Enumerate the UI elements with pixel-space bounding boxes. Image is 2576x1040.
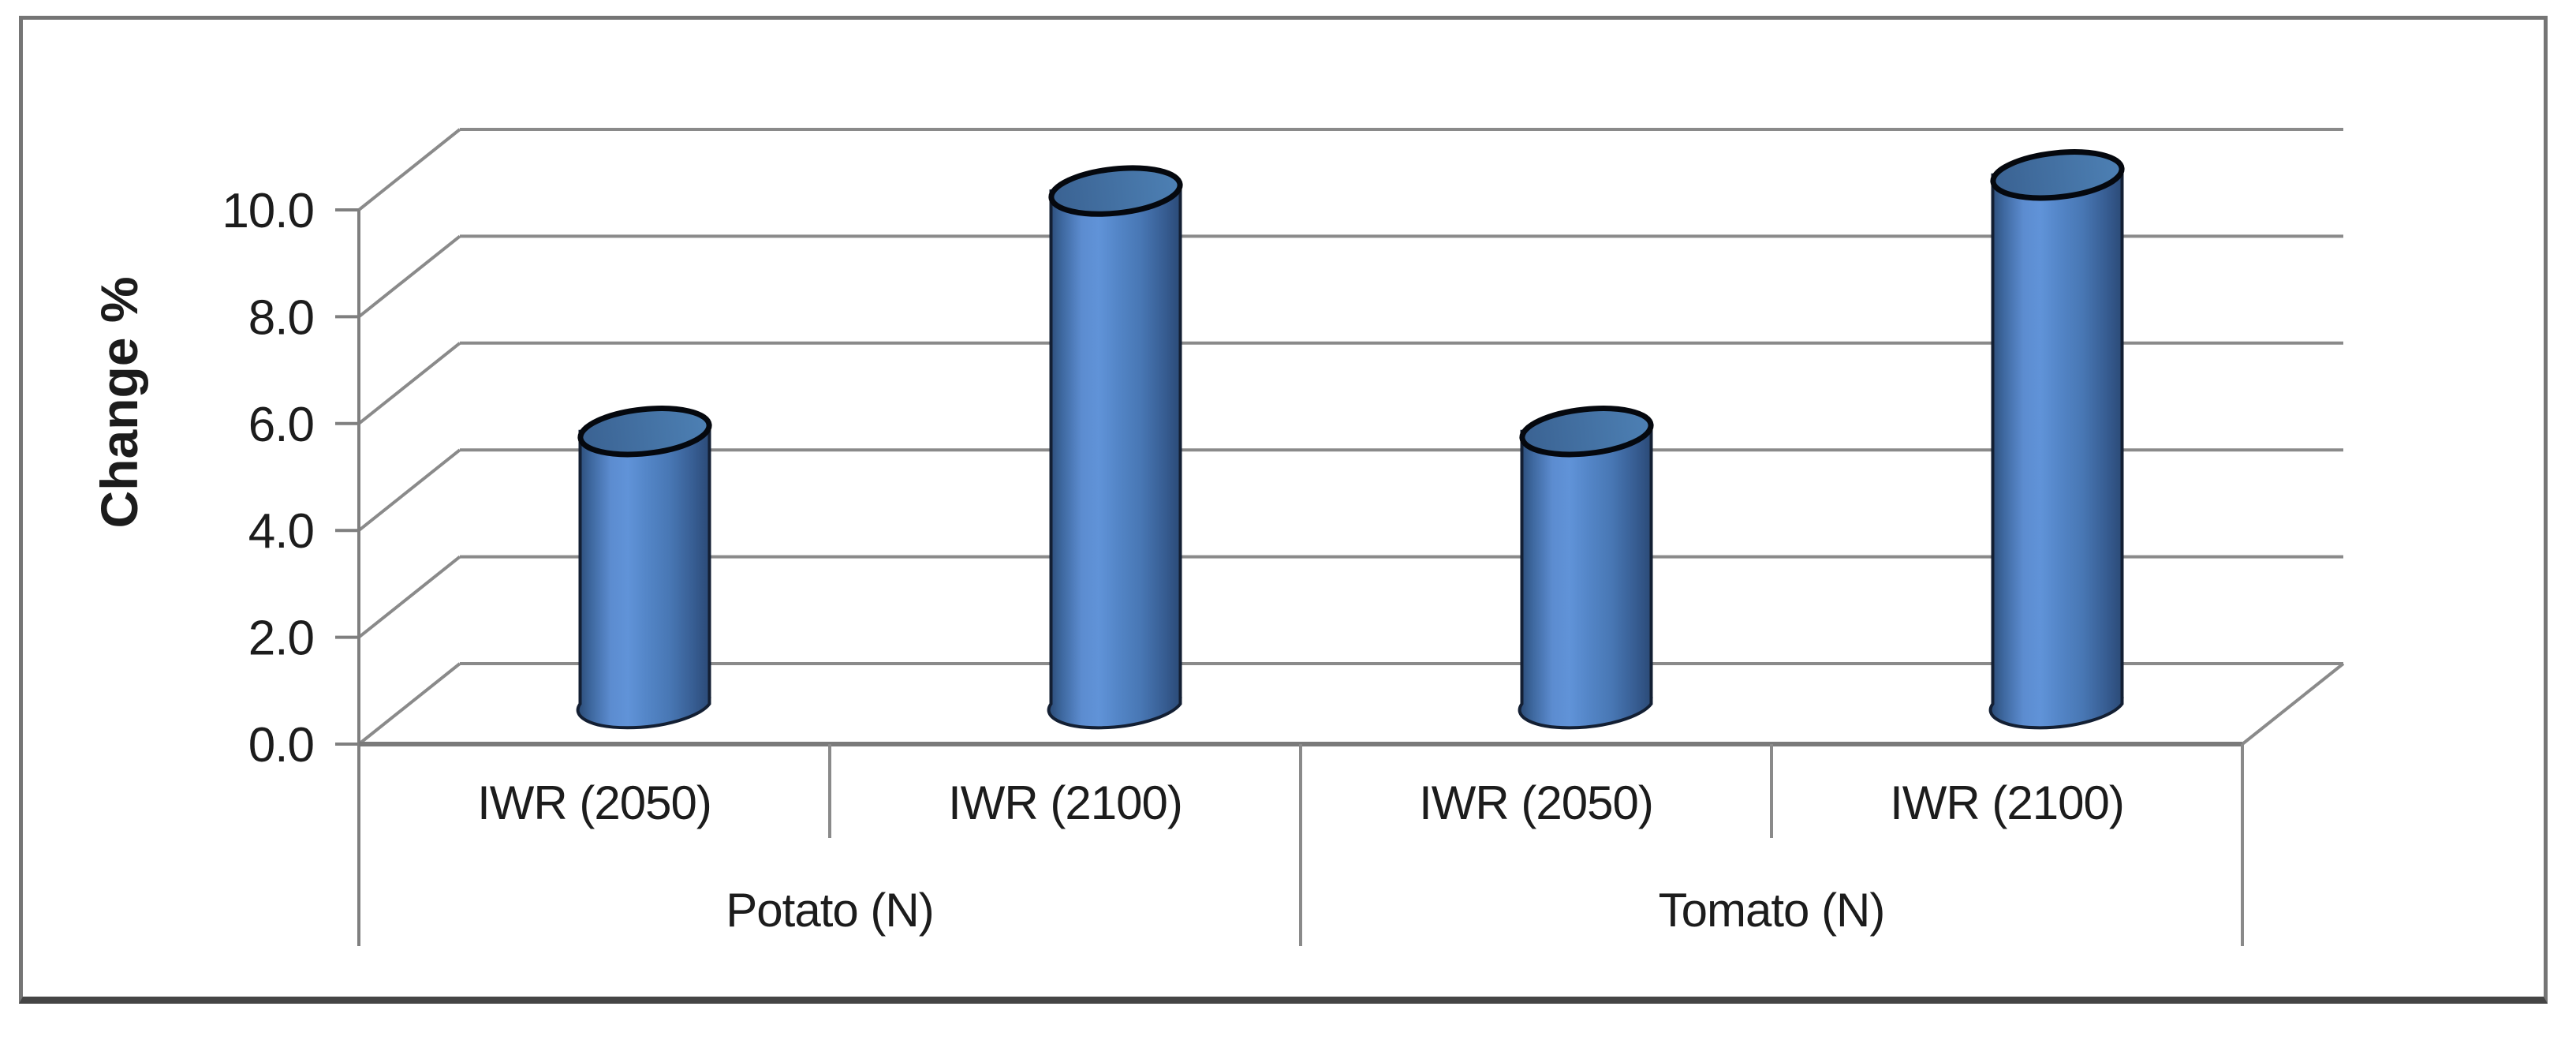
cylinder-bar — [1518, 429, 1653, 730]
wall-gridline-diagonal — [357, 556, 461, 639]
y-tick-label: 6.0 — [248, 398, 314, 452]
y-tick-label: 10.0 — [222, 184, 314, 238]
group-label: Tomato (N) — [1659, 884, 1885, 937]
category-label: IWR (2050) — [1419, 776, 1653, 829]
category-label: IWR (2100) — [1890, 776, 2124, 829]
wall-gridline-diagonal — [357, 448, 461, 532]
cylinder-top — [577, 406, 712, 458]
y-tick-label: 2.0 — [248, 612, 314, 666]
cylinder-bar — [1988, 173, 2124, 730]
cylinder-top — [1990, 149, 2125, 201]
wall-gridline-diagonal — [357, 662, 461, 746]
y-tick-label: 8.0 — [248, 290, 314, 345]
group-label: Potato (N) — [726, 884, 933, 937]
y-tick-label: 0.0 — [248, 718, 314, 773]
floor-right-diagonal — [2241, 662, 2345, 746]
wall-gridline-diagonal — [357, 234, 461, 318]
cylinder-bar — [1047, 189, 1182, 730]
cylinder-top — [1048, 165, 1183, 217]
category-label: IWR (2050) — [477, 776, 711, 829]
y-axis-title: Change % — [90, 276, 148, 529]
cylinder-top — [1519, 406, 1654, 458]
wall-gridline-diagonal — [357, 128, 461, 211]
y-tick-label: 4.0 — [248, 504, 314, 559]
wall-gridline-diagonal — [357, 342, 461, 425]
category-label: IWR (2100) — [948, 776, 1182, 829]
cylinder-bar — [576, 429, 711, 730]
chart-border-frame — [19, 16, 2548, 1004]
